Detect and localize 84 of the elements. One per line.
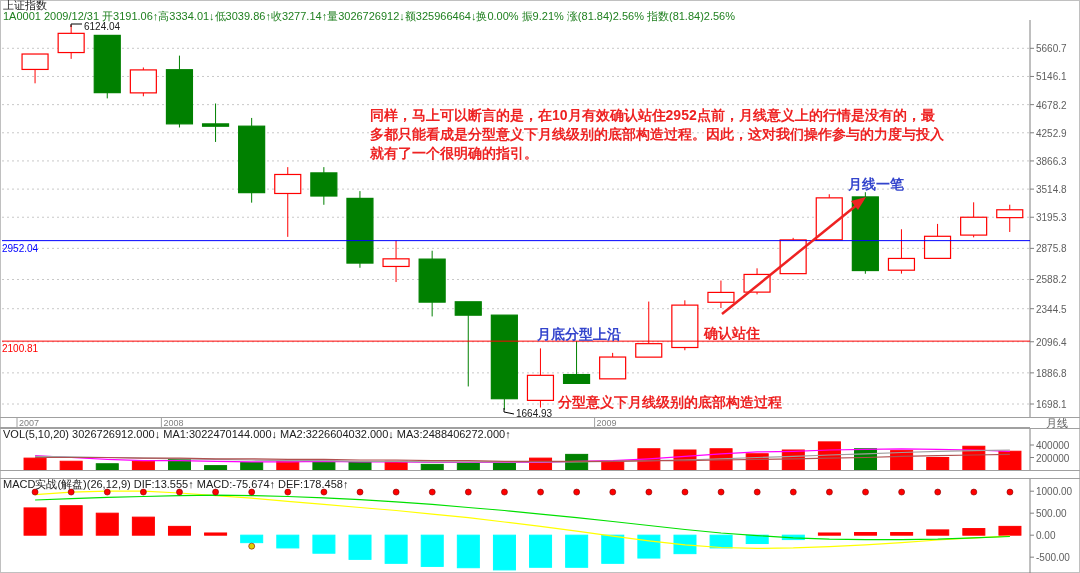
annotation: 1664.93 bbox=[516, 408, 553, 419]
y-tick-label: 2344.5 bbox=[1036, 303, 1068, 315]
bar bbox=[529, 534, 553, 568]
y-tick-label: 5660.7 bbox=[1036, 43, 1068, 55]
bar bbox=[926, 529, 950, 536]
y-tick-label: 3514.8 bbox=[1036, 184, 1068, 196]
candlestick bbox=[274, 166, 302, 238]
annotation: 6124.04 bbox=[84, 21, 121, 32]
line-series bbox=[34, 453, 1011, 462]
annotation: 同样，马上可以断言的是，在10月有效确认站住2952点前，月线意义上的行情是没有的，最多都只能看成是分型意义下月线级别的底部构造过程。因此，这对我们操作参与的力度与投入就有了一个很明确的指引。 bbox=[369, 107, 945, 161]
chart-title: VOL(5,10,20) 3026726912.000↓ MA1:3022470144.000↓ MA2:3226604032.000↓ MA3:2488406272.000↑ bbox=[3, 428, 511, 440]
candlestick bbox=[526, 347, 555, 409]
bar bbox=[95, 512, 119, 536]
annotation: 月底分型上沿 bbox=[536, 326, 621, 342]
bar bbox=[420, 534, 444, 567]
x-tick-label: 2008 bbox=[163, 418, 184, 428]
candlestick bbox=[21, 53, 49, 84]
candlestick bbox=[346, 190, 374, 269]
bar bbox=[131, 516, 155, 536]
bar bbox=[817, 532, 841, 536]
candlestick bbox=[310, 166, 338, 206]
text: 月线 bbox=[1046, 417, 1068, 429]
x-tick-label: 2009 bbox=[596, 418, 617, 428]
bar bbox=[348, 534, 372, 560]
bar bbox=[167, 525, 191, 536]
bar bbox=[998, 525, 1022, 536]
y-tick-label: 400000 bbox=[1036, 440, 1070, 451]
bar bbox=[23, 507, 47, 536]
y-tick-label: 5146.1 bbox=[1036, 71, 1068, 83]
candlestick bbox=[707, 280, 735, 309]
y-tick-label: 0.00 bbox=[1036, 530, 1056, 542]
bar bbox=[204, 532, 228, 536]
bar bbox=[95, 463, 119, 471]
candlestick bbox=[562, 340, 591, 384]
y-tick-label: 4678.2 bbox=[1036, 99, 1068, 111]
candlestick bbox=[382, 240, 410, 283]
y-tick-label: 200000 bbox=[1036, 452, 1070, 464]
candlestick bbox=[201, 103, 230, 143]
candlestick bbox=[454, 301, 482, 387]
ref-line-label: 2952.04 bbox=[2, 242, 39, 254]
bar bbox=[420, 463, 444, 471]
bar bbox=[456, 534, 480, 569]
chart-title: 上证指数 bbox=[3, 0, 47, 11]
chart-subtitle: 1A0001 2009/12/31 开3191.06↑高3334.01↓低3039.86↑收3277.14↑量3026726912↓额325966464↓换0.00% 振9.21% 涨(81.84)2.56% 指数(81.84)2.56% bbox=[3, 10, 736, 22]
bar bbox=[998, 450, 1022, 471]
y-tick-label: 1000.00 bbox=[1036, 486, 1073, 498]
candlestick bbox=[238, 117, 266, 204]
bar bbox=[59, 505, 83, 536]
y-tick-label: 2588.2 bbox=[1036, 274, 1068, 286]
ref-line-label: 2100.81 bbox=[2, 343, 39, 355]
y-tick-label: 4252.9 bbox=[1036, 127, 1068, 139]
bar bbox=[926, 457, 950, 471]
bar bbox=[854, 532, 878, 536]
bar bbox=[312, 534, 336, 554]
bar bbox=[23, 457, 47, 471]
candlestick bbox=[887, 228, 916, 275]
annotation: 分型意义下月线级别的底部构造过程 bbox=[557, 394, 782, 410]
bar bbox=[565, 534, 589, 568]
bar bbox=[204, 465, 228, 471]
bar bbox=[131, 460, 155, 471]
bar bbox=[240, 534, 264, 544]
candlestick bbox=[923, 223, 952, 259]
bar bbox=[601, 534, 625, 564]
bar bbox=[890, 532, 914, 536]
y-tick-label: 2875.8 bbox=[1036, 243, 1068, 255]
x-tick-label: 2007 bbox=[19, 418, 40, 428]
bar bbox=[276, 534, 300, 549]
y-tick-label: 500.00 bbox=[1036, 508, 1068, 520]
y-tick-label: -500.00 bbox=[1036, 552, 1071, 564]
y-tick-label: 1886.8 bbox=[1036, 367, 1068, 379]
bar bbox=[962, 528, 986, 536]
y-tick-label: 3195.3 bbox=[1036, 212, 1068, 224]
bar bbox=[637, 534, 661, 559]
chart-title: MACD实战(解盘)(26,12,9) DIF:13.555↑ MACD:-75.674↑ DEF:178.458↑ bbox=[3, 478, 349, 490]
annotation: 月线一笔 bbox=[847, 176, 905, 192]
bar bbox=[709, 534, 733, 549]
bar bbox=[492, 534, 516, 571]
bar bbox=[673, 534, 697, 555]
bar bbox=[59, 460, 83, 471]
y-tick-label: 1698.1 bbox=[1036, 399, 1068, 410]
annotation: 确认站住 bbox=[703, 325, 760, 341]
bar bbox=[384, 534, 408, 564]
y-tick-label: 3866.3 bbox=[1036, 155, 1068, 167]
y-tick-label: 2096.4 bbox=[1036, 336, 1068, 348]
